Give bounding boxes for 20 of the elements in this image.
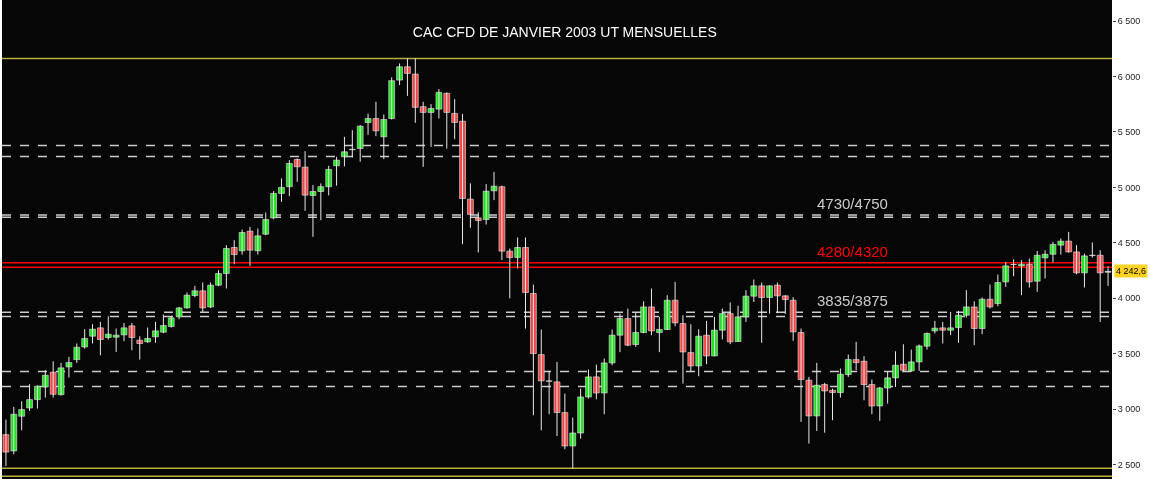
y-tick-label: 6 500 — [1117, 16, 1141, 27]
y-tick-label: 4 500 — [1117, 237, 1141, 248]
candlestick — [262, 211, 269, 236]
y-tick-label: 3 500 — [1117, 348, 1141, 359]
y-tick-label: 5 000 — [1117, 182, 1141, 193]
annotation: 4 242,6 — [1116, 266, 1147, 276]
candlestick — [349, 129, 356, 158]
candlestick — [530, 284, 537, 416]
candlestick — [333, 156, 340, 187]
y-tick-label: 4 000 — [1117, 293, 1141, 304]
candlestick — [356, 124, 364, 163]
y-tick-label: 3 000 — [1117, 404, 1141, 415]
ref-line-label: 4730/4750 — [817, 195, 888, 212]
ref-line-label: 4280/4320 — [817, 243, 888, 260]
y-tick-label: 5 500 — [1117, 127, 1141, 138]
ref-line-label: 3835/3875 — [817, 292, 888, 309]
y-tick-label: 6 000 — [1117, 71, 1141, 82]
text: CAC CFD DE JANVIER 2003 UT MENSUELLES — [412, 23, 717, 40]
y-tick-label: 2 500 — [1117, 459, 1141, 470]
candlestick — [341, 136, 348, 167]
